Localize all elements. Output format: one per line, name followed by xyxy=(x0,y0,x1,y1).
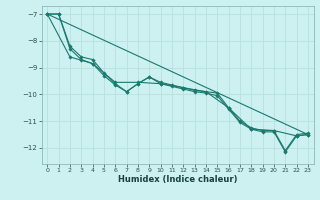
X-axis label: Humidex (Indice chaleur): Humidex (Indice chaleur) xyxy=(118,175,237,184)
